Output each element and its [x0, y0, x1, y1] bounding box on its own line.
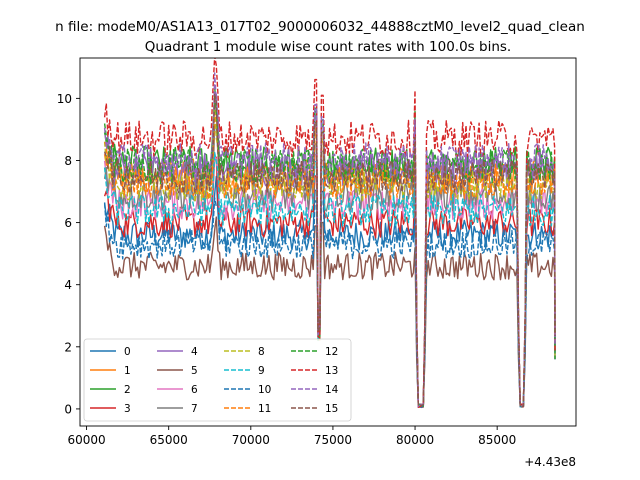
legend-label-7: 7 [191, 403, 198, 415]
series-line-5 [103, 216, 556, 408]
y-tick-label: 0 [64, 402, 72, 416]
legend-label-2: 2 [124, 384, 131, 396]
x-tick-label: 80000 [396, 433, 434, 447]
plot-frame [79, 57, 577, 427]
legend-label-4: 4 [191, 346, 198, 358]
chart-title: Quadrant 1 module wise count rates with … [145, 39, 511, 55]
series-line-14 [103, 72, 556, 408]
legend-label-11: 11 [258, 403, 271, 415]
y-tick-label: 8 [64, 154, 72, 168]
legend-label-15: 15 [325, 403, 338, 415]
series-line-9 [103, 151, 556, 408]
series-line-6 [103, 153, 556, 408]
x-tick-label: 65000 [150, 433, 188, 447]
legend-label-1: 1 [124, 365, 131, 377]
figure-suptitle: n file: modeM0/AS1A13_017T02_9000006032_… [55, 19, 585, 35]
series-line-10 [103, 197, 556, 408]
series-layer [103, 58, 556, 409]
legend-label-10: 10 [258, 384, 271, 396]
legend-label-12: 12 [325, 346, 338, 358]
legend-label-0: 0 [124, 346, 131, 358]
legend-box [83, 338, 352, 422]
legend-label-5: 5 [191, 365, 198, 377]
legend-label-8: 8 [258, 346, 265, 358]
x-tick-label: 75000 [314, 433, 352, 447]
x-offset-label: +4.43e8 [524, 455, 576, 469]
x-tick-label: 60000 [67, 433, 105, 447]
y-tick-label: 6 [64, 216, 72, 230]
series-line-15 [103, 93, 556, 408]
legend-label-13: 13 [325, 365, 338, 377]
legend-label-3: 3 [124, 403, 131, 415]
legend-label-14: 14 [325, 384, 339, 396]
legend-label-6: 6 [191, 384, 198, 396]
y-tick-label: 10 [57, 92, 72, 106]
series-line-12 [103, 85, 556, 407]
x-tick-label: 70000 [232, 433, 270, 447]
x-tick-label: 85000 [478, 433, 516, 447]
series-line-13 [103, 58, 556, 408]
y-tick-label: 2 [64, 340, 72, 354]
legend-label-9: 9 [258, 365, 265, 377]
y-tick-label: 4 [64, 278, 72, 292]
